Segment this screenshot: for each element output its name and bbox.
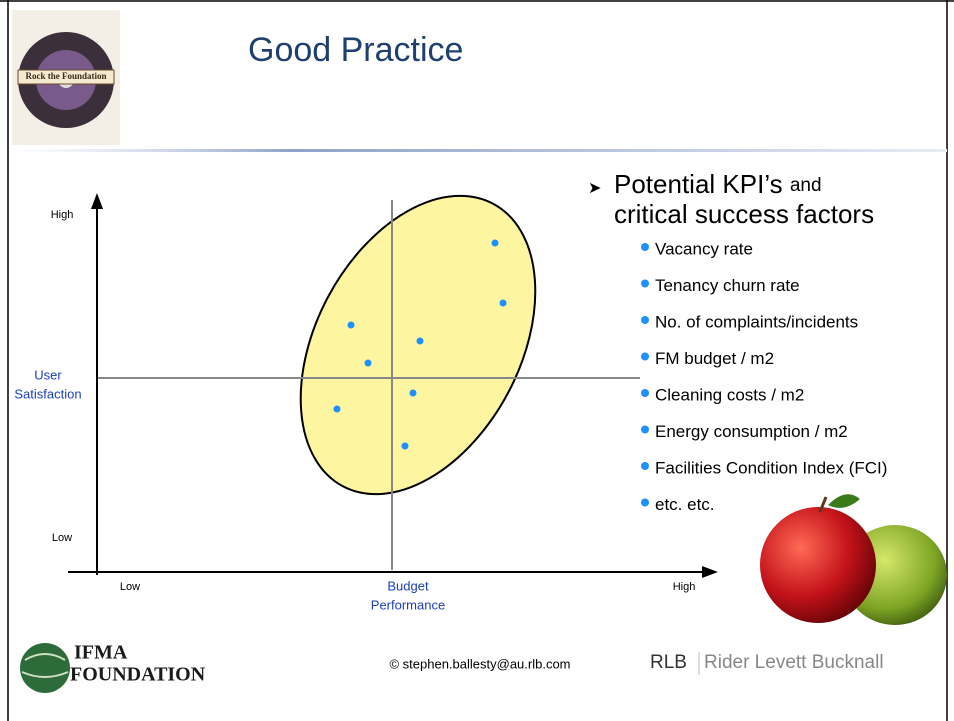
heading-part: Potential KPI’s [614, 169, 783, 199]
bullet-dot [641, 462, 649, 470]
bullet-item: Facilities Condition Index (FCI) [655, 458, 887, 477]
bullet-dot [641, 352, 649, 361]
bullet-dot [641, 498, 649, 507]
x-high: High [673, 581, 696, 593]
bullet-item: No. of complaints/incidents [655, 312, 858, 331]
y-title: Satisfaction [14, 386, 81, 401]
rlb-name: Rider Levett Bucknall [704, 652, 884, 673]
bullet-dot [641, 389, 649, 397]
bullet-heading: Potential KPI’s and [614, 169, 822, 199]
bullet-item: Energy consumption / m2 [655, 422, 848, 441]
rlb-abbr: RLB [650, 652, 687, 673]
header-rule [8, 149, 947, 152]
y-title: User [34, 367, 62, 382]
header-logo: Rock the Foundation [12, 10, 120, 145]
logo-text: FOUNDATION [70, 664, 206, 686]
y-low: Low [52, 532, 72, 544]
bullet-dot [641, 279, 649, 288]
bullet-item: Vacancy rate [655, 239, 753, 258]
bullet-dot [641, 425, 649, 434]
heading-part: and [790, 175, 822, 196]
diagram: High Low User Satisfaction Low High Budg… [14, 193, 718, 612]
bullet-list: Vacancy rate Tenancy churn rate No. of com… [641, 239, 887, 514]
arrow-bullet: ➤ [588, 180, 601, 197]
y-high: High [51, 209, 74, 221]
bullet-dot [641, 316, 649, 324]
x-title: Performance [371, 597, 445, 612]
logo-text: IFMA [74, 642, 128, 664]
bullet-dot [641, 243, 649, 251]
apples-image [760, 494, 947, 625]
copyright: © stephen.ballesty@au.rlb.com [389, 656, 570, 671]
bullet-item: etc. etc. [655, 495, 715, 514]
bullet-item: FM budget / m2 [655, 349, 774, 368]
logo-text: Rock the Foundation [25, 71, 106, 81]
x-title: Budget [387, 578, 429, 593]
bullet-item: Tenancy churn rate [655, 276, 800, 295]
x-low: Low [120, 581, 140, 593]
bullet-item: Cleaning costs / m2 [655, 385, 804, 404]
ifma-logo: IFMA FOUNDATION [20, 642, 206, 693]
heading-part: critical success factors [614, 199, 874, 229]
title: Good Practice [248, 31, 463, 69]
